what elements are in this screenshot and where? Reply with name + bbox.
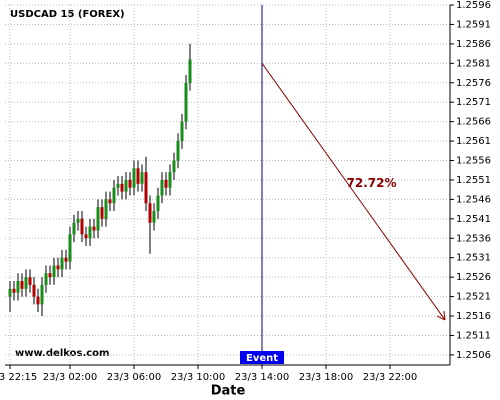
candle-body — [100, 207, 104, 219]
watermark: www.delkos.com — [15, 348, 109, 359]
candle-body — [148, 203, 152, 223]
y-tick-label: 1.2561 — [456, 136, 491, 147]
arrow-head — [436, 315, 446, 321]
candle-body — [72, 222, 76, 235]
x-tick-label: 23/3 10:00 — [171, 372, 225, 383]
percent-label: 72.72% — [347, 176, 397, 190]
event-label-box — [240, 351, 284, 364]
candle-body — [144, 172, 148, 204]
candle-body — [12, 288, 16, 293]
candle-body — [152, 211, 156, 223]
candle-body — [36, 296, 40, 305]
candle-body — [140, 172, 144, 184]
x-tick-label: 23/3 18:00 — [299, 372, 353, 383]
candle-body — [80, 218, 84, 235]
x-tick-label: 23/3 22:00 — [363, 372, 417, 383]
y-tick-label: 1.2581 — [456, 58, 491, 69]
candle-body — [132, 168, 136, 188]
candle-body — [108, 199, 112, 204]
candle-body — [124, 179, 128, 192]
candle-body — [184, 82, 188, 122]
y-tick-label: 1.2521 — [456, 292, 491, 303]
y-tick-label: 1.2591 — [456, 19, 491, 30]
candle-body — [116, 183, 120, 188]
candle-body — [24, 277, 28, 289]
candle-body — [96, 207, 100, 231]
candle-body — [128, 179, 132, 188]
chart-title: USDCAD 15 (FOREX) — [10, 9, 125, 20]
x-tick-label: 23/3 22:15 — [0, 372, 37, 383]
y-tick-label: 1.2516 — [456, 311, 491, 322]
arrow-head — [443, 310, 446, 320]
y-tick-label: 1.2541 — [456, 214, 491, 225]
candle-body — [84, 234, 88, 239]
x-tick-label: 23/3 06:00 — [107, 372, 161, 383]
x-tick-label: 23/3 14:00 — [235, 372, 289, 383]
x-tick-label: 23/3 02:00 — [43, 372, 97, 383]
candle-body — [48, 273, 52, 278]
candle-body — [8, 288, 12, 297]
event-arrow — [261, 63, 446, 321]
candle-body — [176, 141, 180, 161]
y-tick-label: 1.2576 — [456, 78, 491, 89]
candle-body — [40, 284, 44, 305]
candle-body — [52, 265, 56, 278]
candle-body — [32, 284, 36, 297]
candle-body — [28, 277, 32, 285]
y-tick-label: 1.2531 — [456, 253, 491, 264]
candle-body — [16, 281, 20, 293]
candle-body — [88, 226, 92, 239]
candle-body — [120, 183, 124, 192]
candle-body — [56, 265, 60, 270]
candle-body — [180, 121, 184, 142]
event-label: Event — [246, 353, 278, 364]
candle-body — [68, 234, 72, 262]
candle-body — [64, 257, 68, 262]
candle-body — [76, 218, 80, 223]
y-tick-label: 1.2546 — [456, 194, 491, 205]
y-tick-label: 1.2566 — [456, 117, 491, 128]
candle-body — [168, 172, 172, 188]
y-tick-label: 1.2551 — [456, 175, 491, 186]
y-tick-label: 1.2536 — [456, 233, 491, 244]
y-tick-label: 1.2526 — [456, 272, 491, 283]
candle-body — [136, 168, 140, 184]
y-tick-label: 1.2571 — [456, 97, 491, 108]
candle-body — [156, 195, 160, 212]
candle-body — [60, 257, 64, 270]
candle-body — [172, 160, 176, 173]
y-tick-label: 1.2556 — [456, 156, 491, 167]
x-axis-label: Date — [211, 384, 246, 399]
candle-body — [20, 281, 24, 289]
candle-body — [104, 199, 108, 219]
y-tick-label: 1.2596 — [456, 0, 491, 11]
candle-body — [92, 226, 96, 231]
candle-body — [188, 59, 192, 83]
candle-body — [164, 179, 168, 188]
y-tick-label: 1.2586 — [456, 39, 491, 50]
y-tick-label: 1.2506 — [456, 350, 491, 361]
y-tick-label: 1.2511 — [456, 330, 491, 341]
candle-body — [160, 179, 164, 196]
candle-body — [112, 187, 116, 204]
candle-body — [44, 273, 48, 285]
